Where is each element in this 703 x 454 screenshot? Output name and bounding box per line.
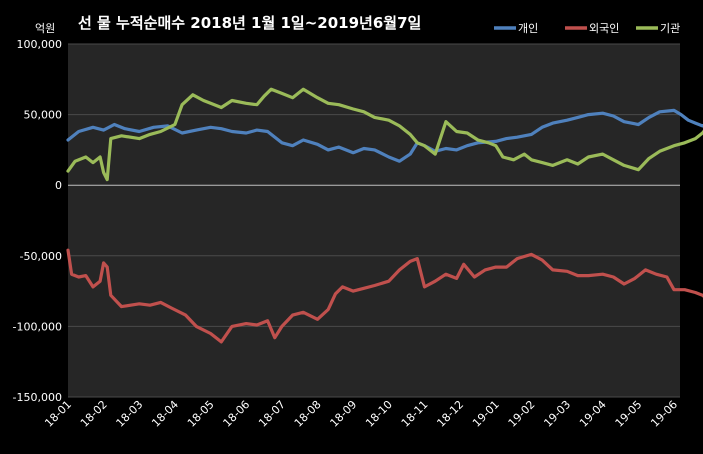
- gridlines: [68, 43, 680, 398]
- series-line-개인: [66, 108, 703, 163]
- chart-title: 선 물 누적순매수 2018년 1월 1일~2019년6월7일: [78, 14, 421, 32]
- unit-label: 억원: [35, 22, 55, 35]
- y-tick-label: -50,000: [20, 250, 62, 263]
- legend-label: 외국인: [589, 22, 619, 35]
- legend-label: 기관: [660, 22, 680, 35]
- y-tick-label: 100,000: [17, 38, 63, 51]
- legend-label: 개인: [518, 22, 538, 35]
- y-tick-label: -150,000: [13, 391, 62, 404]
- y-tick-label: 50,000: [24, 109, 63, 122]
- series-line-외국인: [66, 248, 703, 344]
- y-tick-label: -100,000: [13, 320, 62, 333]
- y-axis-ticks: 100,000 50,000 0 -50,000 -100,000 -150,000: [13, 38, 62, 404]
- series-lines: [66, 87, 703, 344]
- series-line-기관: [66, 87, 703, 182]
- legend: 개인 외국인 기관: [494, 22, 680, 35]
- plot-area: [68, 44, 680, 397]
- y-tick-label: 0: [55, 179, 62, 192]
